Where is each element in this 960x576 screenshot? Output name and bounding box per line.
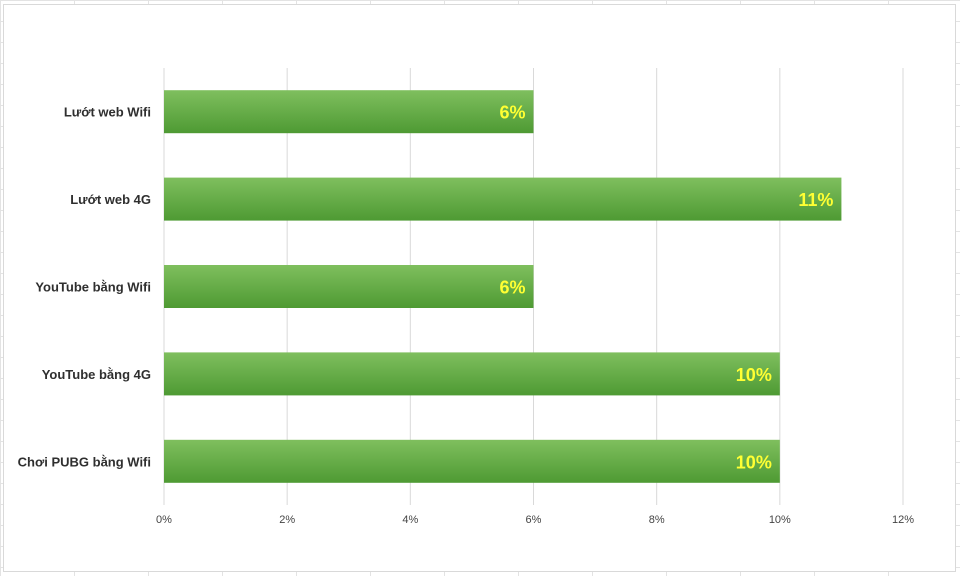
category-label: Lướt web Wifi xyxy=(64,105,151,120)
data-label: 6% xyxy=(499,278,525,298)
data-label: 10% xyxy=(736,365,772,385)
x-axis-tick-labels: 0% 2% 4% 6% 8% 10% 12% xyxy=(156,514,914,526)
data-labels: 6% 11% 6% 10% 10% xyxy=(499,103,833,473)
category-label: Chơi PUBG bằng Wifi xyxy=(18,454,151,469)
data-label: 11% xyxy=(798,190,833,210)
category-label: Lướt web 4G xyxy=(70,192,151,207)
data-label: 6% xyxy=(499,103,525,123)
x-tick-label: 6% xyxy=(526,514,542,526)
x-tick-label: 12% xyxy=(892,514,914,526)
category-labels: Lướt web Wifi Lướt web 4G YouTube bằng Wif… xyxy=(18,105,151,470)
bar[interactable] xyxy=(164,352,780,396)
x-tick-label: 4% xyxy=(402,514,418,526)
bars xyxy=(164,90,842,483)
bar[interactable] xyxy=(164,439,780,483)
category-label: YouTube bằng 4G xyxy=(42,367,151,382)
data-label: 10% xyxy=(736,452,772,472)
x-tick-label: 8% xyxy=(649,514,665,526)
bar[interactable] xyxy=(164,90,534,134)
bar[interactable] xyxy=(164,177,842,221)
category-label: YouTube bằng Wifi xyxy=(35,280,151,295)
x-tick-label: 10% xyxy=(769,514,791,526)
x-tick-label: 2% xyxy=(279,514,295,526)
x-tick-label: 0% xyxy=(156,514,172,526)
bar[interactable] xyxy=(164,265,534,308)
